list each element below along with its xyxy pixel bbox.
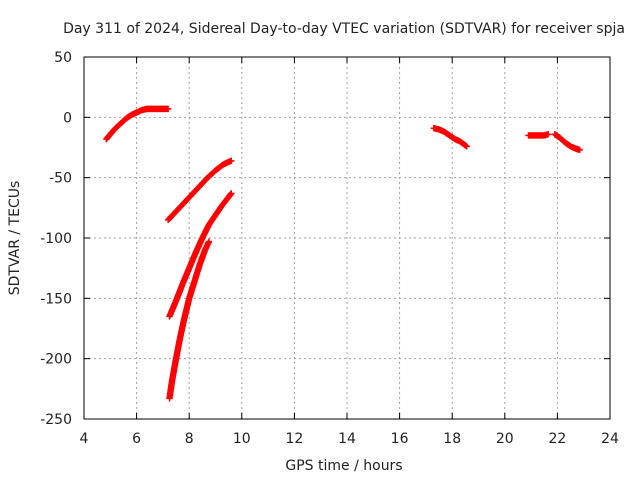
- x-tick-label: 8: [185, 431, 194, 447]
- data-point: [576, 146, 583, 154]
- y-tick-label: -100: [40, 231, 72, 247]
- x-tick-label: 4: [80, 431, 89, 447]
- x-tick-label: 22: [548, 431, 566, 447]
- x-tick-label: 24: [601, 431, 619, 447]
- data-point: [164, 105, 172, 113]
- y-tick-label: -50: [49, 171, 72, 187]
- data-point: [463, 143, 470, 150]
- plot-frame: [83, 56, 611, 420]
- data-point: [544, 131, 552, 138]
- axis-ticks: 4 6 8 10 12 14 16 18 20 22 24 -250 -200 -150 -100 -50 0 5…: [40, 50, 619, 447]
- data-point: [205, 238, 213, 245]
- grid: [84, 57, 610, 419]
- y-tick-label: 50: [54, 50, 72, 66]
- y-tick-label: -200: [40, 352, 72, 368]
- chart-title: Day 311 of 2024, Sidereal Day-to-day VTE…: [63, 21, 625, 37]
- x-tick-label: 18: [443, 431, 461, 447]
- x-axis-label: GPS time / hours: [285, 458, 402, 474]
- x-tick-label: 16: [391, 431, 409, 447]
- x-tick-label: 20: [496, 431, 514, 447]
- y-tick-label: -250: [40, 412, 72, 428]
- data-point: [228, 190, 235, 197]
- data-point: [228, 157, 235, 164]
- y-tick-label: 0: [63, 110, 72, 126]
- x-tick-label: 12: [285, 431, 303, 447]
- y-tick-label: -150: [40, 291, 72, 307]
- y-axis-label: SDTVAR / TECUs: [7, 181, 23, 296]
- x-tick-label: 6: [132, 431, 141, 447]
- x-tick-label: 10: [233, 431, 251, 447]
- data-marks: [103, 105, 583, 402]
- x-tick-label: 14: [338, 431, 356, 447]
